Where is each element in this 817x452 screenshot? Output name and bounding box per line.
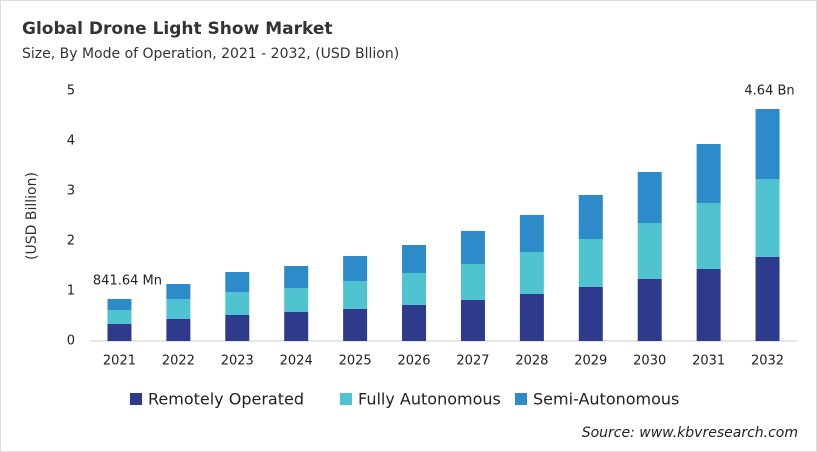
x-tick-label: 2025 [339, 354, 372, 369]
bar-segment [343, 281, 368, 309]
y-tick-label: 5 [67, 84, 75, 99]
bar-segment [225, 315, 250, 341]
y-tick-label: 3 [67, 184, 75, 199]
x-tick-label: 2021 [103, 354, 136, 369]
x-tick-label: 2030 [633, 354, 666, 369]
bar-segment [284, 266, 309, 288]
bar-segment [755, 179, 780, 257]
bar-segment [578, 239, 603, 287]
bar-segment [107, 310, 132, 324]
x-tick-label: 2022 [162, 354, 195, 369]
bar-segment [460, 264, 485, 300]
bar-segment [107, 299, 132, 310]
bar-segment [166, 319, 191, 341]
bar-segment [343, 309, 368, 341]
legend-swatch [340, 393, 352, 405]
bar-segment [755, 109, 780, 179]
bar-segment [225, 272, 250, 292]
bar-segment [107, 324, 132, 341]
y-tick-label: 4 [67, 134, 75, 149]
bar-segment [696, 269, 721, 341]
bar-segment [402, 273, 427, 305]
bar-segment [166, 284, 191, 299]
bar-segment [284, 312, 309, 341]
source: Source: www.kbvresearch.com [582, 425, 798, 441]
y-tick-label: 0 [67, 334, 75, 349]
x-tick-label: 2026 [397, 354, 430, 369]
bar-segment [637, 223, 662, 279]
bar-segment [225, 292, 250, 315]
bar-segment [578, 195, 603, 239]
bar-segment [519, 294, 544, 341]
annotation: 4.64 Bn [744, 84, 794, 99]
chart-subtitle: Size, By Mode of Operation, 2021 - 2032,… [22, 46, 399, 62]
bar-segment [460, 231, 485, 264]
x-tick-label: 2032 [751, 354, 784, 369]
bar-segment [755, 257, 780, 341]
bar-segment [519, 252, 544, 294]
bar-segment [343, 256, 368, 281]
legend-label: Fully Autonomous [358, 390, 501, 409]
x-tick-label: 2027 [456, 354, 489, 369]
bar-segment [637, 279, 662, 341]
chart-title: Global Drone Light Show Market [22, 19, 332, 39]
x-tick-label: 2028 [515, 354, 548, 369]
bar-segment [166, 299, 191, 319]
bar-segment [284, 288, 309, 312]
legend-label: Remotely Operated [148, 390, 304, 409]
bar-segment [460, 300, 485, 341]
x-tick-label: 2024 [280, 354, 313, 369]
bar-segment [696, 203, 721, 269]
legend-swatch [515, 393, 527, 405]
y-tick-label: 1 [67, 284, 75, 299]
legend-swatch [130, 393, 142, 405]
bar-segment [402, 245, 427, 273]
bar-segment [519, 215, 544, 252]
x-tick-label: 2031 [692, 354, 725, 369]
bar-segment [402, 305, 427, 341]
y-tick-label: 2 [67, 234, 75, 249]
bar-segment [637, 172, 662, 223]
y-axis-label: (USD Billion) [24, 172, 40, 260]
bar-segment [578, 287, 603, 341]
x-tick-label: 2029 [574, 354, 607, 369]
annotation: 841.64 Mn [93, 274, 162, 289]
legend-label: Semi-Autonomous [533, 390, 679, 409]
x-tick-label: 2023 [221, 354, 254, 369]
bar-segment [696, 144, 721, 203]
